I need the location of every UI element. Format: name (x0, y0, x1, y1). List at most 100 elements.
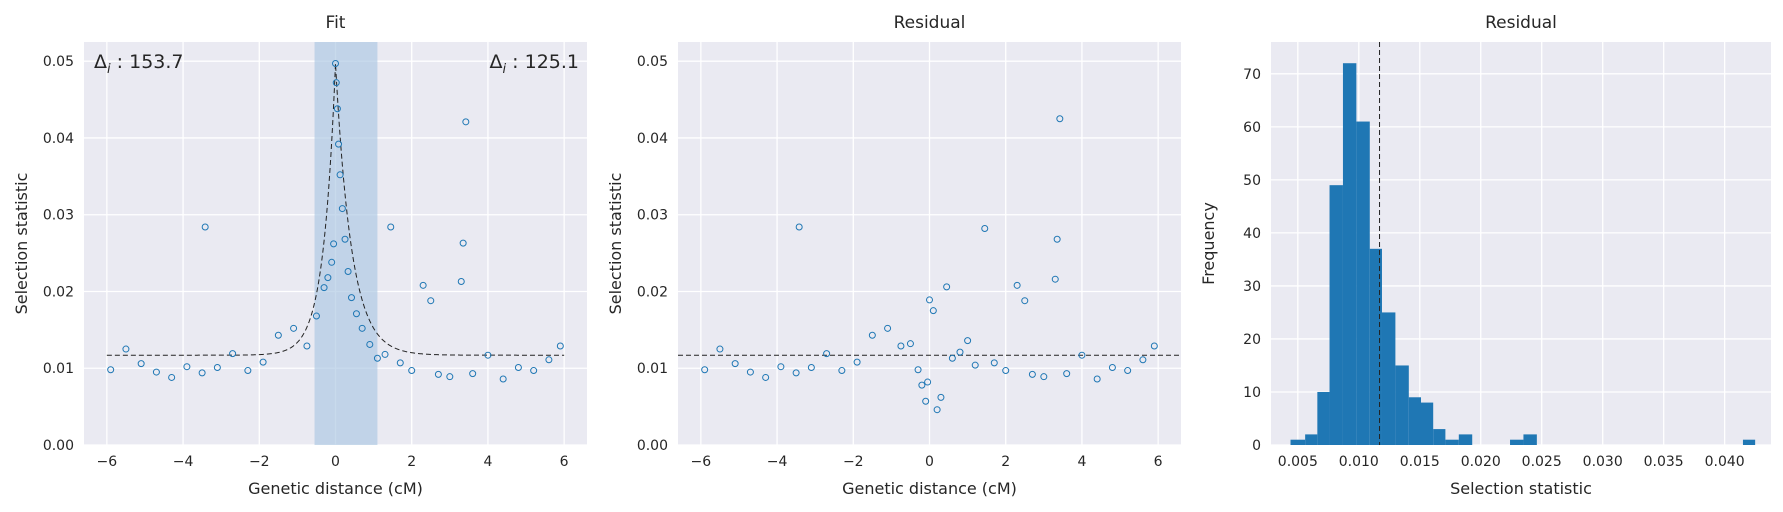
data-point (324, 274, 332, 282)
y-tick-label: 50 (1243, 173, 1261, 189)
x-tick-label: −4 (173, 454, 194, 470)
data-point (332, 79, 340, 87)
histogram-bar (1317, 391, 1330, 445)
fit-curve (106, 63, 565, 356)
x-tick-label: 4 (1077, 454, 1086, 470)
y-tick-label: 0.00 (43, 438, 74, 454)
x-tick-label: 0.030 (1583, 454, 1623, 470)
data-point (956, 348, 964, 356)
data-point (328, 258, 336, 266)
data-point (312, 312, 320, 320)
data-point (341, 235, 349, 243)
x-tick-label: 0.020 (1461, 454, 1501, 470)
histogram-bar (1305, 434, 1318, 445)
data-point (352, 310, 360, 318)
data-point (792, 369, 800, 377)
histogram-bar (1433, 429, 1446, 445)
histogram-bar (1458, 434, 1473, 445)
y-tick-label: 0.04 (43, 131, 74, 147)
data-point (469, 370, 477, 378)
residual-scatter-panel: −6 −4 −2 0 2 4 6 0.00 0.01 0.02 0.03 0.04 0.05 Resid… (606, 13, 1181, 498)
y-tick-label: 0.02 (637, 284, 668, 300)
fit-x-axis-label: Genetic distance (cM) (248, 479, 423, 498)
residual-histogram-title: Residual (1485, 13, 1557, 33)
histogram-bar (1356, 121, 1370, 445)
fit-tick-labels: −6 −4 −2 0 2 4 6 0.00 0.01 0.02 0.03 0.04 0.05 (43, 54, 569, 470)
x-tick-label: 0.005 (1278, 454, 1318, 470)
data-point (1150, 342, 1158, 350)
data-point (229, 350, 237, 358)
histogram-bar (1408, 397, 1421, 445)
histogram-bar (1421, 402, 1434, 445)
data-point (556, 342, 564, 350)
data-point (396, 359, 404, 367)
histogram-bar (1290, 439, 1306, 445)
data-point (884, 324, 892, 332)
data-point (152, 368, 160, 376)
x-tick-label: −4 (767, 454, 788, 470)
data-point (387, 223, 395, 231)
histogram-bar (1445, 439, 1459, 445)
data-point (427, 297, 435, 305)
data-point (330, 240, 338, 248)
histogram-bar (1342, 63, 1357, 446)
data-point (366, 340, 374, 348)
y-tick-label: 40 (1243, 226, 1261, 242)
x-tick-label: 0.015 (1400, 454, 1440, 470)
data-point (897, 342, 905, 350)
data-point (1051, 275, 1059, 283)
x-tick-label: 0 (925, 454, 934, 470)
data-point (926, 296, 933, 304)
histogram-bar (1742, 439, 1756, 445)
data-point (459, 239, 467, 247)
data-point (1021, 297, 1029, 305)
data-point (1139, 356, 1147, 364)
x-tick-label: −6 (97, 454, 118, 470)
fit-marks (106, 42, 565, 445)
y-tick-label: 10 (1243, 385, 1261, 401)
data-point (338, 205, 346, 213)
data-point (213, 363, 221, 371)
data-point (918, 381, 926, 389)
x-tick-label: 0.025 (1522, 454, 1562, 470)
data-point (290, 324, 298, 332)
data-point (457, 277, 465, 285)
data-point (777, 363, 785, 371)
residual-scatter-tick-labels: −6 −4 −2 0 2 4 6 0.00 0.01 0.02 0.03 0.04 0.05 (637, 54, 1163, 470)
x-tick-label: −2 (249, 454, 270, 470)
residual-histogram-x-axis-label: Selection statistic (1450, 479, 1592, 498)
data-point (333, 105, 341, 113)
data-point (462, 118, 470, 126)
x-tick-label: 0.010 (1339, 454, 1379, 470)
fit-delta-left-annotation: Δi : 153.7 (94, 51, 184, 77)
data-point (746, 368, 754, 376)
histogram-bar (1395, 365, 1409, 445)
residual-histogram-tick-labels: 0.005 0.010 0.015 0.020 0.025 0.030 0.035 0.040… (1243, 67, 1745, 470)
histogram-bar (1329, 185, 1343, 445)
data-point (964, 337, 972, 345)
data-point (1078, 351, 1086, 359)
data-point (853, 358, 861, 366)
histogram-bar (1381, 312, 1396, 445)
data-point (373, 354, 381, 362)
residual-histogram-panel: 0.005 0.010 0.015 0.020 0.025 0.030 0.035 0.040… (1199, 13, 1771, 498)
fit-panel: −6 −4 −2 0 2 4 6 0.00 0.01 0.02 0.03 0.04 0.05 Fit G… (12, 13, 587, 498)
histogram-bar (1523, 434, 1537, 445)
y-tick-label: 0.00 (637, 438, 668, 454)
y-tick-label: 0.02 (43, 284, 74, 300)
data-point (1040, 373, 1048, 381)
data-point (332, 59, 339, 67)
y-tick-label: 20 (1243, 332, 1261, 348)
data-point (545, 356, 553, 364)
data-point (358, 324, 366, 332)
data-point (701, 366, 709, 374)
data-point (1002, 367, 1010, 375)
data-point (499, 375, 507, 383)
residual-histogram-marks (1290, 42, 1756, 446)
data-point (244, 367, 252, 375)
data-point (274, 331, 282, 339)
histogram-bar (1510, 439, 1524, 445)
data-point (514, 363, 522, 371)
data-point (381, 350, 389, 358)
